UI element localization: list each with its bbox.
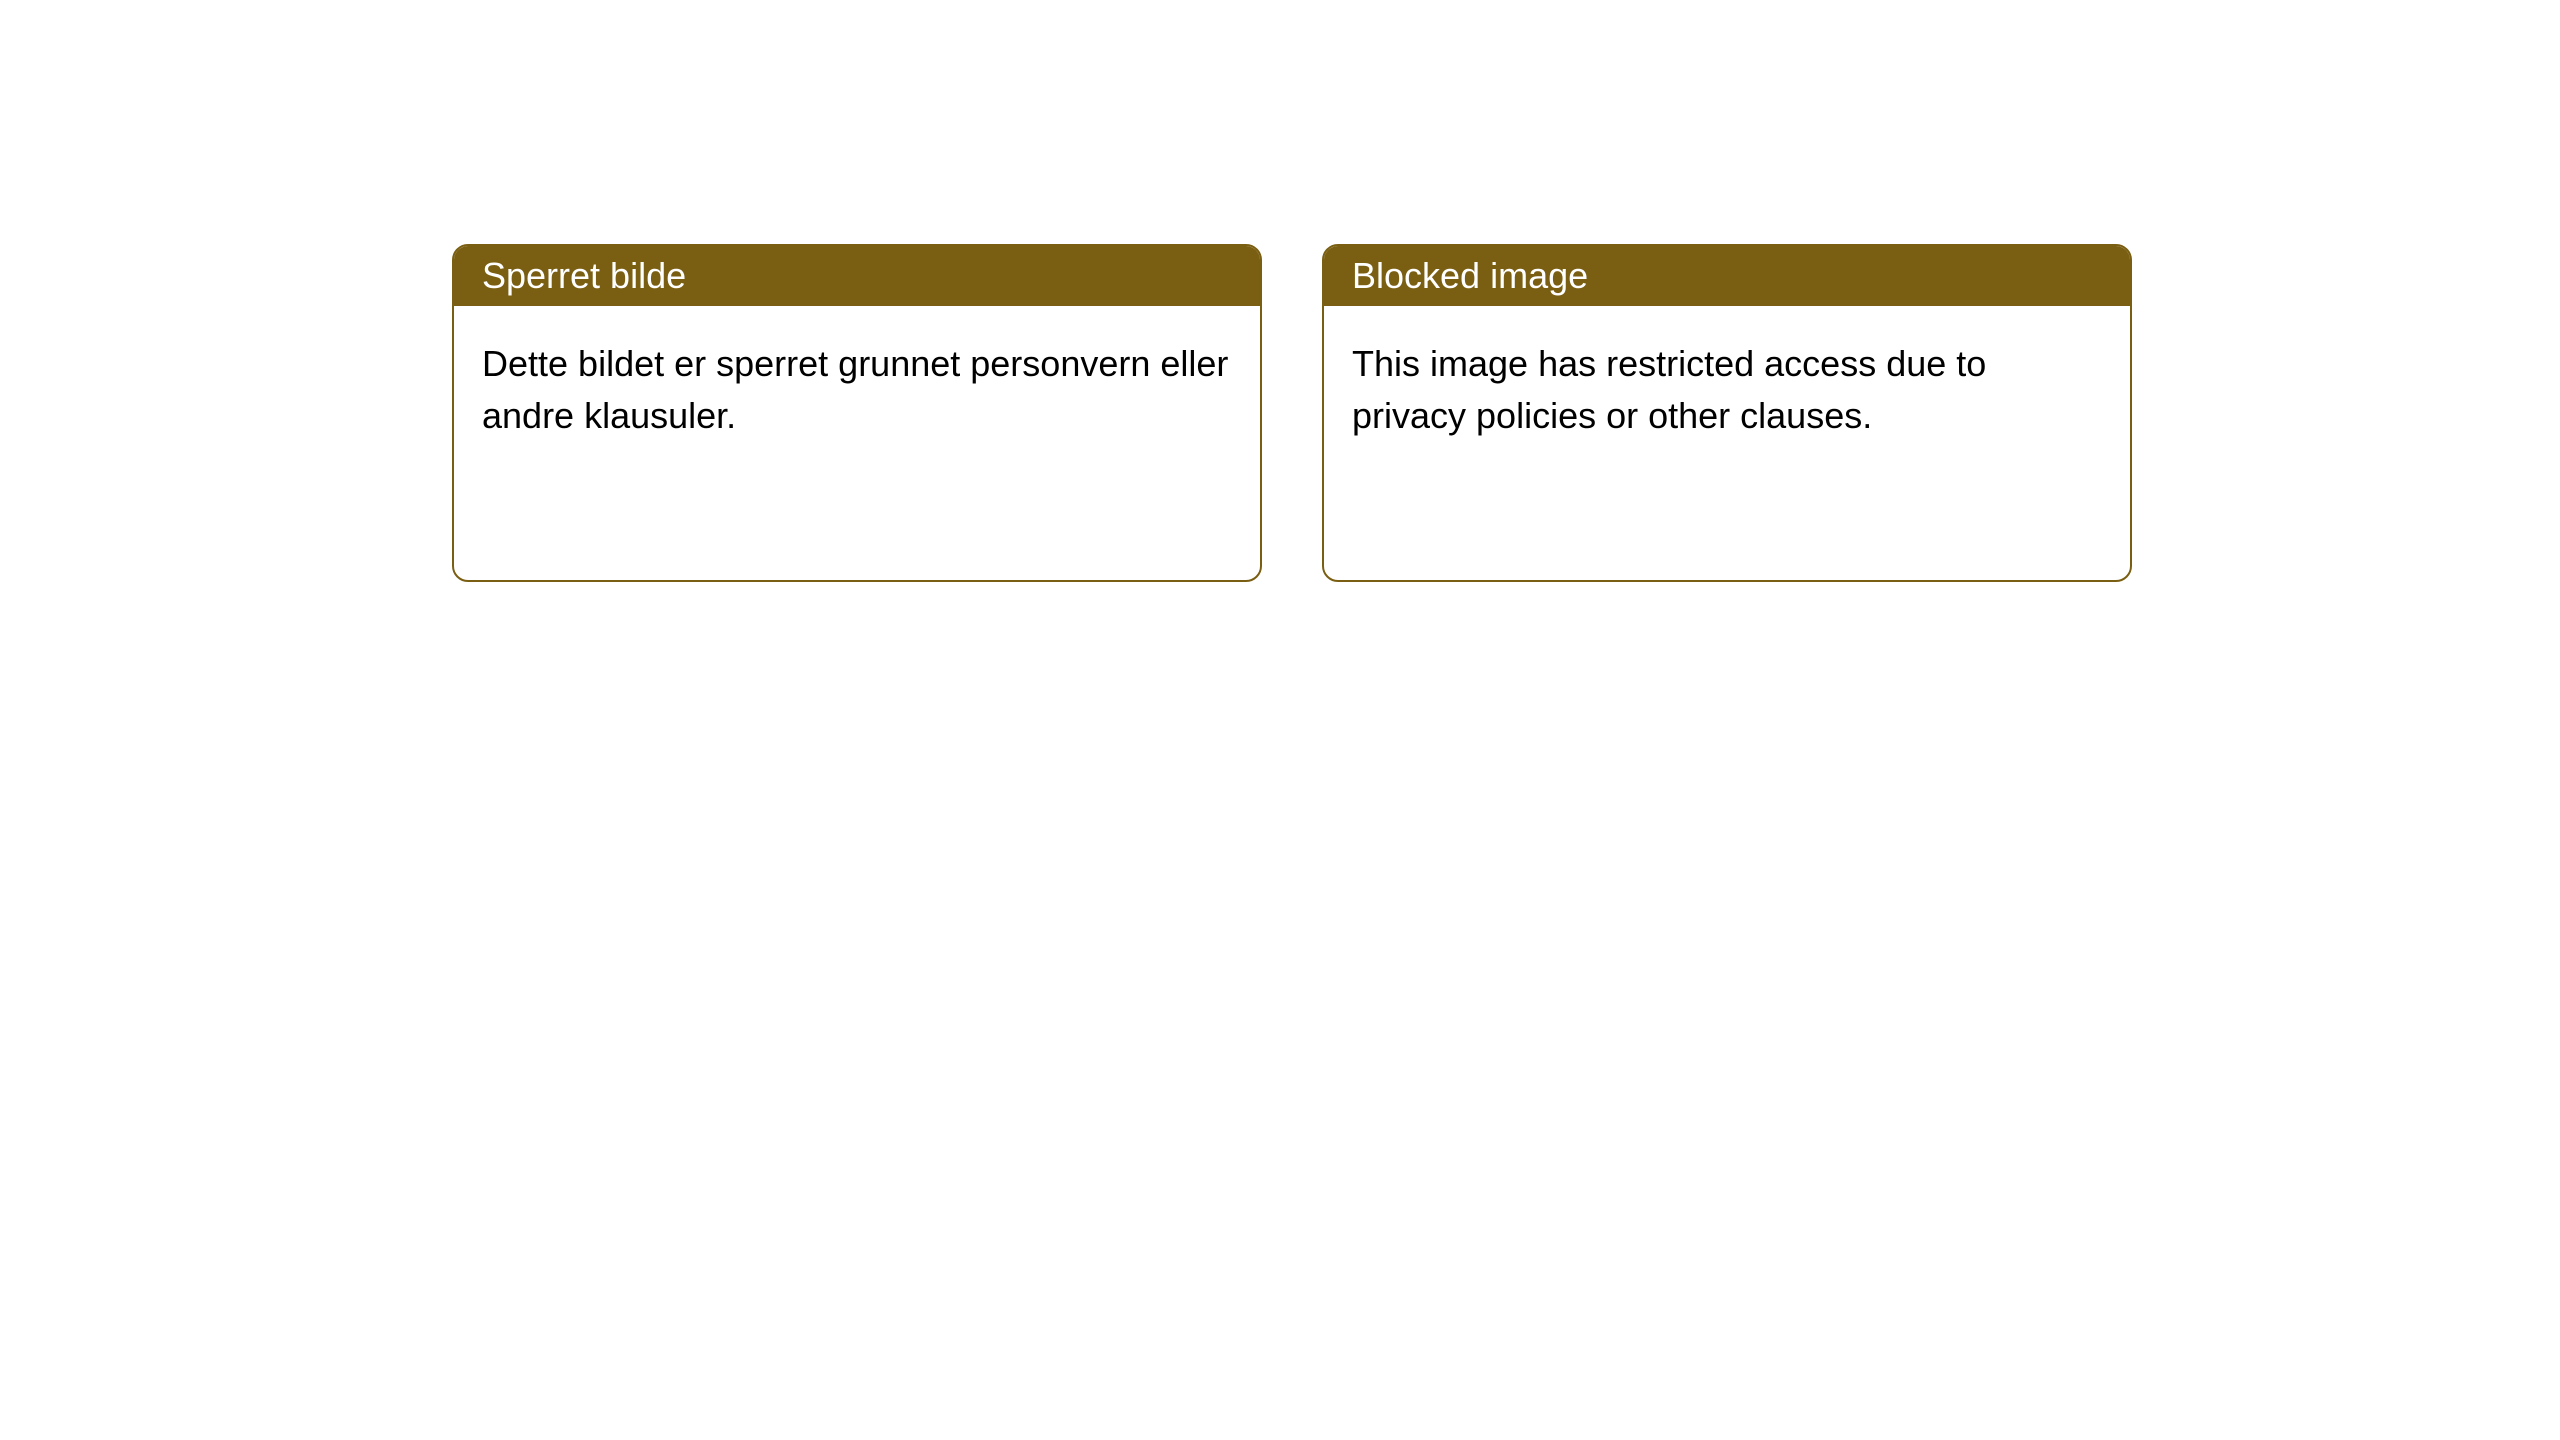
card-body: This image has restricted access due to … bbox=[1324, 306, 2130, 474]
card-body-text: Dette bildet er sperret grunnet personve… bbox=[482, 343, 1228, 436]
notice-card-english: Blocked image This image has restricted … bbox=[1322, 244, 2132, 582]
notice-cards-container: Sperret bilde Dette bildet er sperret gr… bbox=[0, 0, 2560, 582]
card-header: Sperret bilde bbox=[454, 246, 1260, 306]
card-header: Blocked image bbox=[1324, 246, 2130, 306]
card-title: Blocked image bbox=[1352, 255, 1588, 297]
notice-card-norwegian: Sperret bilde Dette bildet er sperret gr… bbox=[452, 244, 1262, 582]
card-body: Dette bildet er sperret grunnet personve… bbox=[454, 306, 1260, 474]
card-title: Sperret bilde bbox=[482, 255, 686, 297]
card-body-text: This image has restricted access due to … bbox=[1352, 343, 1986, 436]
